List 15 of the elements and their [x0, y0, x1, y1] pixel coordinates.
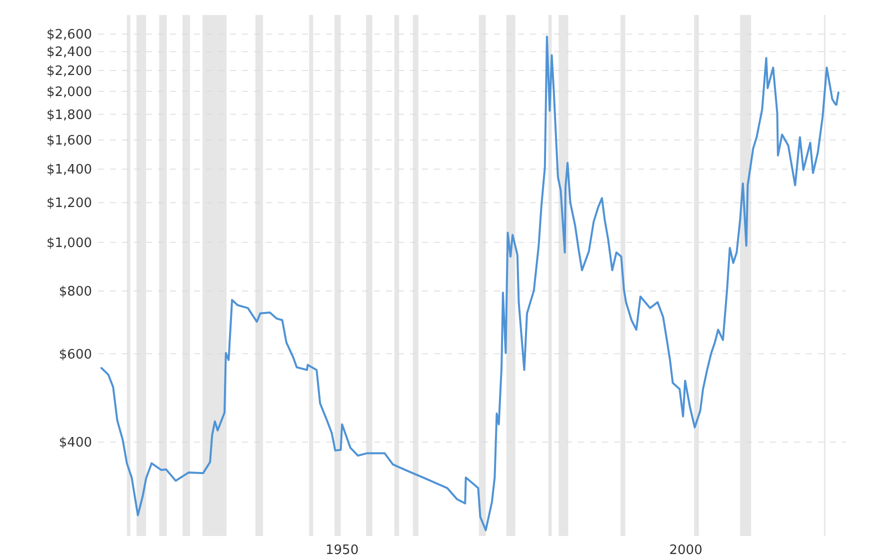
- y-tick-label: $1,800: [46, 108, 92, 123]
- y-tick-label: $2,600: [46, 28, 92, 43]
- x-tick-label: 1950: [326, 543, 359, 558]
- x-tick-label: 2000: [669, 543, 702, 558]
- y-tick-label: $2,400: [46, 45, 92, 60]
- y-tick-label: $1,400: [46, 162, 92, 178]
- y-tick-label: $1,600: [46, 134, 92, 149]
- y-tick-label: $800: [58, 284, 92, 300]
- y-tick-label: $2,200: [46, 64, 92, 80]
- y-tick-label: $600: [58, 347, 92, 362]
- y-tick-label: $1,000: [46, 236, 92, 251]
- y-tick-label: $2,000: [46, 84, 92, 100]
- line-series: [100, 36, 840, 532]
- y-tick-label: $400: [58, 436, 92, 451]
- y-tick-label: $1,200: [46, 196, 92, 212]
